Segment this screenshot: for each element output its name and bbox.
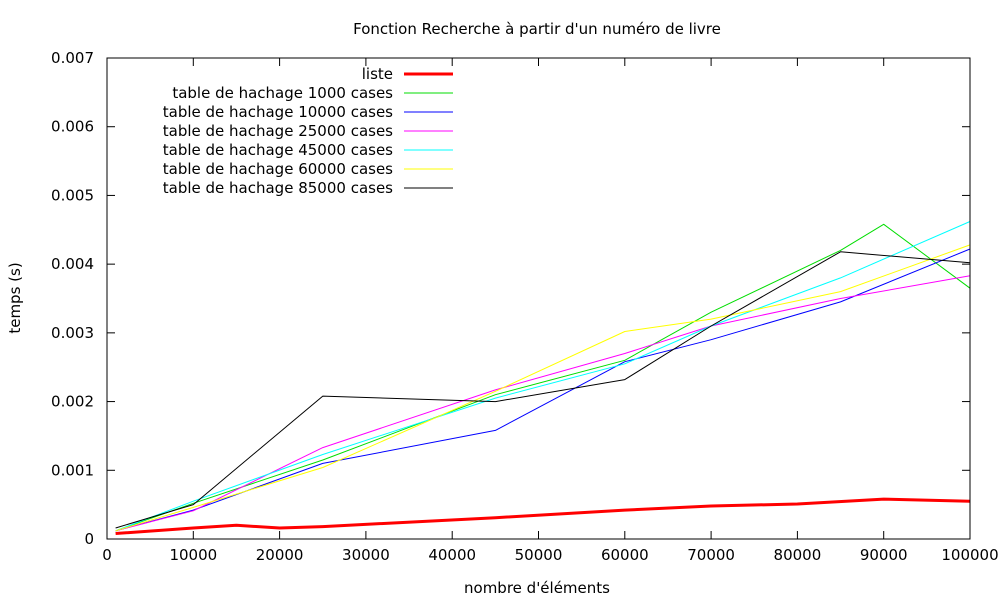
series-line-2: [115, 248, 971, 532]
legend-label: table de hachage 25000 cases: [163, 122, 393, 140]
x-tick-label: 0: [102, 546, 112, 564]
series-line-0: [115, 497, 971, 535]
series-line-4: [115, 221, 971, 532]
legend-label: table de hachage 1000 cases: [172, 84, 393, 102]
x-tick-label: 10000: [169, 546, 217, 564]
x-tick-label: 40000: [428, 546, 476, 564]
y-tick-label: 0.007: [51, 49, 94, 67]
y-tick-label: 0.001: [51, 461, 94, 479]
y-tick-label: 0.002: [51, 393, 94, 411]
x-tick-label: 80000: [774, 546, 822, 564]
y-tick-label: 0.006: [51, 118, 94, 136]
y-tick-label: 0: [84, 530, 94, 548]
x-tick-label: 70000: [687, 546, 735, 564]
chart-title: Fonction Recherche à partir d'un numéro …: [353, 20, 721, 38]
x-tick-label: 100000: [941, 546, 998, 564]
legend-label: table de hachage 45000 cases: [163, 141, 393, 159]
plot-frame: [106, 57, 971, 540]
legend-label: liste: [362, 65, 393, 83]
x-tick-label: 60000: [601, 546, 649, 564]
x-axis-label: nombre d'éléments: [464, 579, 610, 597]
legend-label: table de hachage 60000 cases: [163, 160, 393, 178]
axis-ticks: 0 10000 20000 30000 40000 50000 60000 70000 8000…: [51, 49, 999, 564]
plot-series: [115, 221, 971, 535]
y-tick-label: 0.003: [51, 324, 94, 342]
x-tick-label: 20000: [256, 546, 304, 564]
y-tick-label: 0.004: [51, 255, 94, 273]
series-line-1: [115, 223, 971, 532]
legend-label: table de hachage 10000 cases: [163, 103, 393, 121]
x-tick-label: 90000: [860, 546, 908, 564]
series-line-6: [115, 251, 971, 529]
x-tick-label: 50000: [515, 546, 563, 564]
y-tick-label: 0.005: [51, 186, 94, 204]
legend-label: table de hachage 85000 cases: [163, 179, 393, 197]
y-axis-label: temps (s): [6, 262, 24, 333]
series-line-5: [115, 244, 971, 532]
x-tick-label: 30000: [342, 546, 390, 564]
